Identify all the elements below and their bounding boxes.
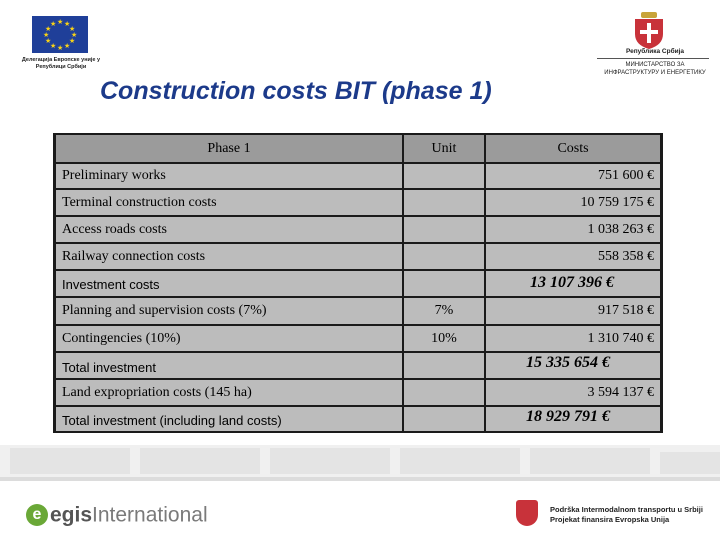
- row-cost: 751 600 €: [486, 164, 660, 188]
- row-unit: [404, 217, 484, 242]
- table-row: Preliminary works 751 600 €: [53, 164, 663, 188]
- table-row: Terminal construction costs 10 759 175 €: [53, 190, 663, 215]
- row-label: Total investment: [56, 353, 402, 378]
- row-label: Terminal construction costs: [56, 190, 402, 215]
- star-icon: ★: [45, 25, 52, 33]
- egis-e-icon: e: [26, 504, 48, 527]
- row-cost: 3 594 137 €: [486, 380, 660, 405]
- star-icon: ★: [64, 42, 71, 50]
- star-icon: ★: [71, 31, 78, 39]
- serbia-emblem-icon: [516, 500, 538, 526]
- table-row-grand-total: Total investment (including land costs) …: [53, 407, 663, 431]
- row-cost: 15 335 654 €: [486, 353, 660, 378]
- row-unit: 10%: [404, 326, 484, 351]
- star-icon: ★: [69, 25, 76, 33]
- row-cost: 18 929 791 €: [486, 407, 660, 431]
- row-label: Planning and supervision costs (7%): [56, 298, 402, 324]
- project-caption-line2: Projekat finansira Evropska Unija: [550, 515, 670, 524]
- row-unit: [404, 164, 484, 188]
- header-unit: Unit: [404, 135, 484, 162]
- row-unit: [404, 244, 484, 269]
- star-icon: ★: [50, 20, 57, 28]
- row-label: Contingencies (10%): [56, 326, 402, 351]
- serbia-coat-of-arms-icon: [635, 12, 663, 49]
- star-icon: ★: [64, 20, 71, 28]
- row-label: Land expropriation costs (145 ha): [56, 380, 402, 405]
- star-icon: ★: [57, 18, 64, 26]
- row-unit: 7%: [404, 298, 484, 324]
- table-row: Land expropriation costs (145 ha) 3 594 …: [53, 380, 663, 405]
- table-row: Access roads costs 1 038 263 €: [53, 217, 663, 242]
- star-icon: ★: [69, 37, 76, 45]
- egis-international-logo: e egisInternational: [26, 503, 208, 527]
- table-row: Contingencies (10%) 10% 1 310 740 €: [53, 326, 663, 351]
- egis-word: egis: [50, 503, 93, 527]
- row-unit: [404, 380, 484, 405]
- project-caption-line1: Podrška Intermodalnom transportu u Srbij…: [550, 505, 703, 514]
- cost-table: Phase 1 Unit Costs Preliminary works 751…: [53, 133, 663, 433]
- row-cost: 10 759 175 €: [486, 190, 660, 215]
- row-unit: [404, 271, 484, 296]
- table-header-row: Phase 1 Unit Costs: [53, 135, 663, 162]
- international-word: International: [92, 503, 208, 527]
- row-unit: [404, 407, 484, 431]
- star-icon: ★: [50, 42, 57, 50]
- row-cost: 917 518 €: [486, 298, 660, 324]
- row-label: Railway connection costs: [56, 244, 402, 269]
- header-costs: Costs: [486, 135, 660, 162]
- eu-flag-logo: ★ ★ ★ ★ ★ ★ ★ ★ ★ ★ ★ ★: [32, 16, 88, 53]
- star-icon: ★: [57, 44, 64, 52]
- eu-delegation-caption: Делегација Европске уније у Републици Ср…: [21, 57, 101, 70]
- row-cost: 558 358 €: [486, 244, 660, 269]
- project-caption: Podrška Intermodalnom transportu u Srbij…: [550, 505, 703, 525]
- star-icon: ★: [43, 31, 50, 39]
- table-row: Planning and supervision costs (7%) 7% 9…: [53, 298, 663, 324]
- row-unit: [404, 353, 484, 378]
- table-row-subtotal: Investment costs 13 107 396 €: [53, 271, 663, 296]
- row-cost: 1 038 263 €: [486, 217, 660, 242]
- slide-title: Construction costs BIT (phase 1): [100, 77, 492, 105]
- table-row: Railway connection costs 558 358 €: [53, 244, 663, 269]
- row-label: Preliminary works: [56, 164, 402, 188]
- row-label: Total investment (including land costs): [56, 407, 402, 431]
- republic-serbia-caption: Република Србија: [625, 48, 685, 55]
- row-cost: 1 310 740 €: [486, 326, 660, 351]
- row-cost: 13 107 396 €: [486, 271, 660, 296]
- star-icon: ★: [45, 37, 52, 45]
- train-silhouette-graphic: [0, 445, 720, 481]
- table-row-total: Total investment 15 335 654 €: [53, 353, 663, 378]
- row-unit: [404, 190, 484, 215]
- divider: [597, 58, 709, 59]
- row-label: Investment costs: [56, 271, 402, 296]
- ministry-caption: МИНИСТАРСТВО ЗА ИНФРАСТРУКТУРУ И ЕНЕРГЕТ…: [604, 62, 706, 76]
- row-label: Access roads costs: [56, 217, 402, 242]
- header-phase: Phase 1: [56, 135, 402, 162]
